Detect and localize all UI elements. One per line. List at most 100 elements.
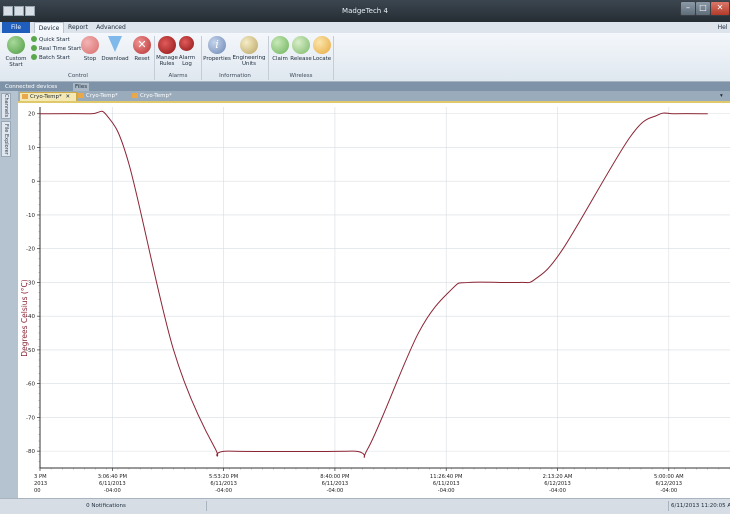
close-button[interactable]: ✕ xyxy=(710,1,730,16)
wireless-group-label: Wireless xyxy=(289,73,313,79)
claim-button[interactable]: Claim xyxy=(270,36,290,70)
info-icon: i xyxy=(208,36,226,54)
file-icon xyxy=(78,93,84,98)
y-tick-label: -60 xyxy=(26,382,35,388)
notifications-status[interactable]: 0 Notifications xyxy=(6,501,207,511)
x-tick-label: 6/11/2013 xyxy=(322,481,349,487)
title-bar: MadgeTech 4 – □ ✕ xyxy=(0,0,730,22)
release-button[interactable]: Release xyxy=(290,36,312,70)
document-tab-label: Cryo-Temp* xyxy=(140,93,172,99)
new-document-icon[interactable] xyxy=(25,6,35,16)
alarm-bell-icon xyxy=(158,36,176,54)
side-tab-file-explorer[interactable]: File Explorer xyxy=(1,121,11,157)
x-tick-label: -04:00 xyxy=(438,488,455,494)
y-tick-label: -80 xyxy=(26,449,35,455)
y-tick-label: -50 xyxy=(26,348,35,354)
document-tab-bar: Cryo-Temp* ✕ Cryo-Temp* Cryo-Temp* ▾ xyxy=(18,91,730,102)
save-icon[interactable] xyxy=(14,6,24,16)
play-icon xyxy=(31,54,37,60)
x-tick-label: 6/11/2013 xyxy=(433,481,460,487)
properties-button[interactable]: i Properties xyxy=(203,36,231,70)
custom-start-icon xyxy=(7,36,25,54)
y-tick-label: -40 xyxy=(26,314,35,320)
download-button[interactable]: Download xyxy=(101,36,129,70)
information-group-label: Information xyxy=(219,73,251,79)
y-axis: 20 10 0 -10 -20 -30 -40 -50 -60 -70 -80 xyxy=(26,107,41,469)
temperature-chart: 20 10 0 -10 -20 -30 -40 -50 -60 -70 -80 3 PM201300… xyxy=(20,107,730,494)
x-tick-label: -04:00 xyxy=(549,488,566,494)
y-tick-label: 10 xyxy=(28,145,35,151)
locate-label: Locate xyxy=(312,56,332,62)
minimize-button[interactable]: – xyxy=(680,1,696,16)
status-bar: 0 Notifications 6/11/2013 11:20:05 AM xyxy=(0,498,730,514)
y-tick-label: 20 xyxy=(28,112,35,118)
document-tab-active[interactable]: Cryo-Temp* ✕ xyxy=(19,92,77,102)
x-tick-label: 6/11/2013 xyxy=(210,481,237,487)
locate-button[interactable]: Locate xyxy=(312,36,332,70)
batch-start-button[interactable]: Batch Start xyxy=(31,54,70,62)
custom-start-button[interactable]: Custom Start xyxy=(3,36,29,70)
quick-start-label: Quick Start xyxy=(39,37,70,43)
document-tab-label: Cryo-Temp* xyxy=(30,94,62,100)
maximize-button[interactable]: □ xyxy=(695,1,711,16)
x-tick-label: 3:06:40 PM xyxy=(98,474,127,480)
alarm-log-button[interactable]: Alarm Log xyxy=(178,36,196,70)
tab-report[interactable]: Report xyxy=(68,24,88,31)
document-tab[interactable]: Cryo-Temp* xyxy=(76,92,126,101)
help-menu[interactable]: Hel xyxy=(717,24,728,31)
play-icon xyxy=(31,45,37,51)
real-time-start-button[interactable]: Real Time Start xyxy=(31,45,81,53)
custom-start-label: Custom Start xyxy=(5,56,27,68)
chart-grid xyxy=(40,107,730,468)
control-group-label: Control xyxy=(68,73,88,79)
x-tick-label: 6/12/2013 xyxy=(655,481,682,487)
locate-icon xyxy=(313,36,331,54)
ribbon-tab-row: File Device Report Advanced Hel xyxy=(0,22,730,33)
play-icon xyxy=(31,36,37,42)
x-tick-label: 2013 xyxy=(34,481,47,487)
group-divider xyxy=(201,36,202,80)
y-tick-label: -10 xyxy=(26,213,35,219)
reset-label: Reset xyxy=(134,56,150,62)
tab-file[interactable]: File xyxy=(2,22,30,33)
panel-tab-bar: Connected devices Files xyxy=(0,82,730,91)
x-tick-label: 6/11/2013 xyxy=(99,481,126,487)
y-axis-label: Degrees Celsius (°C) xyxy=(20,279,29,356)
stop-button[interactable]: Stop xyxy=(79,36,101,70)
tab-advanced[interactable]: Advanced xyxy=(96,24,126,31)
close-tab-icon[interactable]: ✕ xyxy=(65,94,71,100)
group-divider xyxy=(333,36,334,80)
x-tick-label: 11:26:40 PM xyxy=(430,474,463,480)
reset-icon: ✕ xyxy=(133,36,151,54)
file-icon xyxy=(22,94,28,99)
claim-icon xyxy=(271,36,289,54)
claim-label: Claim xyxy=(272,56,288,62)
file-icon xyxy=(132,93,138,98)
group-divider xyxy=(268,36,269,80)
side-tab-channels[interactable]: Channels xyxy=(1,93,11,119)
side-panel-rail: Channels File Explorer xyxy=(0,91,18,498)
engineering-units-button[interactable]: Engineering Units xyxy=(231,36,267,70)
x-tick-label: 6/12/2013 xyxy=(544,481,571,487)
x-tick-label: 3 PM xyxy=(34,474,47,480)
download-icon xyxy=(108,36,122,52)
y-tick-label: -30 xyxy=(26,280,35,286)
manage-rules-label: Manage Rules xyxy=(156,55,178,67)
release-icon xyxy=(292,36,310,54)
datetime-status: 6/11/2013 11:20:05 AM xyxy=(668,501,730,511)
x-tick-label: 2:13:20 AM xyxy=(543,474,573,480)
reset-button[interactable]: ✕ Reset xyxy=(131,36,153,70)
batch-start-label: Batch Start xyxy=(39,55,70,61)
quick-start-button[interactable]: Quick Start xyxy=(31,36,70,44)
tab-connected-devices[interactable]: Connected devices xyxy=(5,84,58,90)
tab-dropdown-icon[interactable]: ▾ xyxy=(720,93,723,99)
stop-icon xyxy=(81,36,99,54)
engineering-units-icon xyxy=(240,36,258,54)
app-icon xyxy=(3,6,13,16)
tab-files[interactable]: Files xyxy=(73,83,90,91)
document-tab[interactable]: Cryo-Temp* xyxy=(130,92,180,101)
tab-device[interactable]: Device xyxy=(34,22,64,33)
manage-rules-button[interactable]: Manage Rules xyxy=(156,36,178,70)
y-tick-label: 0 xyxy=(32,179,36,185)
